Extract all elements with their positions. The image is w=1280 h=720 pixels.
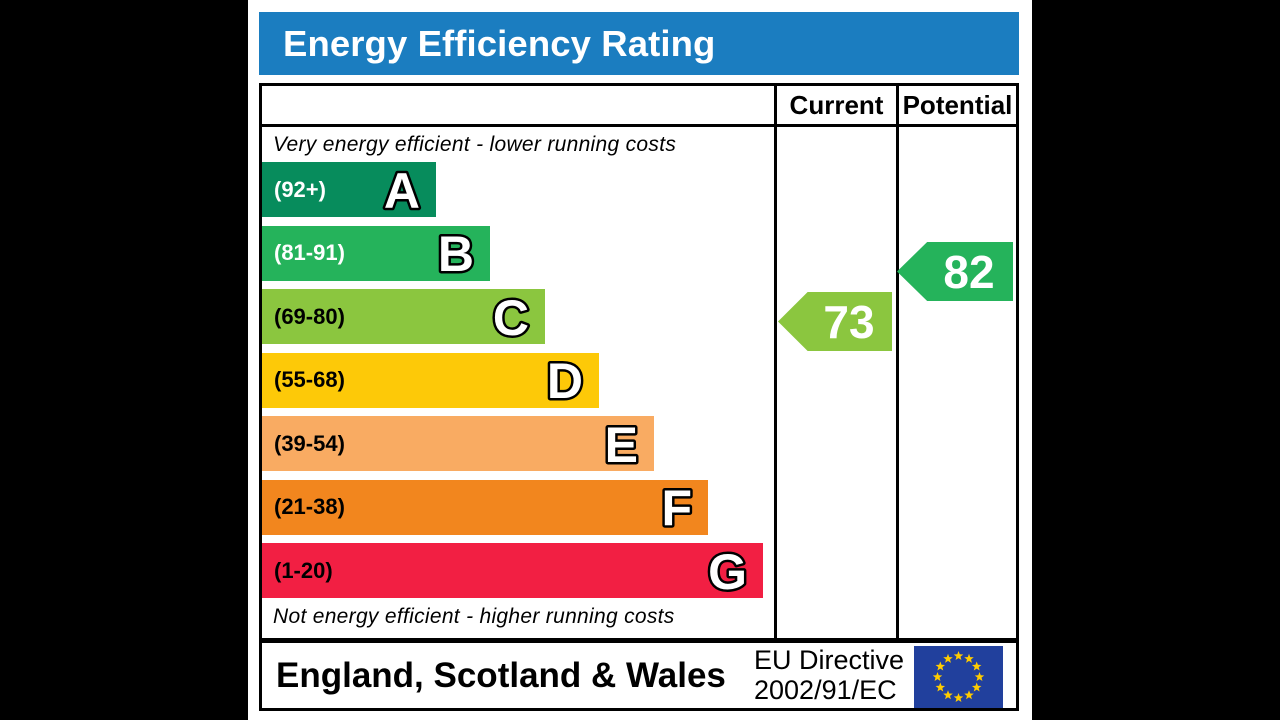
footer-box [259,640,1019,711]
current-rating-value: 73 [823,295,875,348]
svg-text:F: F [661,480,692,536]
column-divider-current [774,83,777,641]
top-note: Very energy efficient - lower running co… [273,133,677,156]
svg-text:D: D [547,353,583,409]
column-divider-potential [896,83,899,641]
band-range-label: (39-54) [274,430,345,456]
band-letter: G [706,541,750,602]
band-range-label: (92+) [274,176,326,202]
band-letter: A [381,160,422,221]
band-letter: C [490,287,531,348]
band-range-label: (21-38) [274,494,345,519]
band-range-label: (55-68) [274,367,345,392]
eu-flag-icon [914,646,1003,708]
bottom-note: Not energy efficient - higher running co… [273,605,675,628]
band-range-label: (81-91) [274,240,345,265]
epc-certificate-page: Energy Efficiency Rating Current Potenti… [248,0,1032,720]
rating-band: (55-68) D [262,351,599,412]
eu-directive-line2: 2002/91/EC [754,675,897,705]
column-header-potential: Potential [902,89,1013,120]
chart-title-bar: Energy Efficiency Rating [259,12,1019,75]
footer-region-label: England, Scotland & Wales [276,655,726,695]
svg-text:A: A [384,163,420,219]
svg-text:E: E [605,417,638,473]
svg-text:G: G [708,544,747,600]
band-range-label: (69-80) [274,303,345,329]
rating-band: (39-54) E [262,414,654,475]
eu-directive-line1: EU Directive [754,645,905,675]
svg-text:B: B [438,226,474,282]
rating-band: (81-91) B [262,224,490,285]
potential-rating-value: 82 [943,245,995,298]
band-letter: F [659,478,695,539]
band-letter: E [602,414,640,475]
eu-directive-label: EU Directive 2002/91/EC [754,645,904,705]
rating-band: (69-80) C [262,287,545,348]
rating-band: (1-20) G [262,541,763,602]
rating-band: (21-38) F [262,478,708,539]
header-row-divider [259,124,1019,127]
rating-band: (92+) A [262,160,436,221]
column-header-current: Current [789,89,884,120]
svg-text:C: C [493,290,529,346]
band-letter: D [544,351,585,412]
band-letter: B [435,224,476,285]
band-range-label: (1-20) [274,557,333,583]
chart-title: Energy Efficiency Rating [283,22,716,64]
